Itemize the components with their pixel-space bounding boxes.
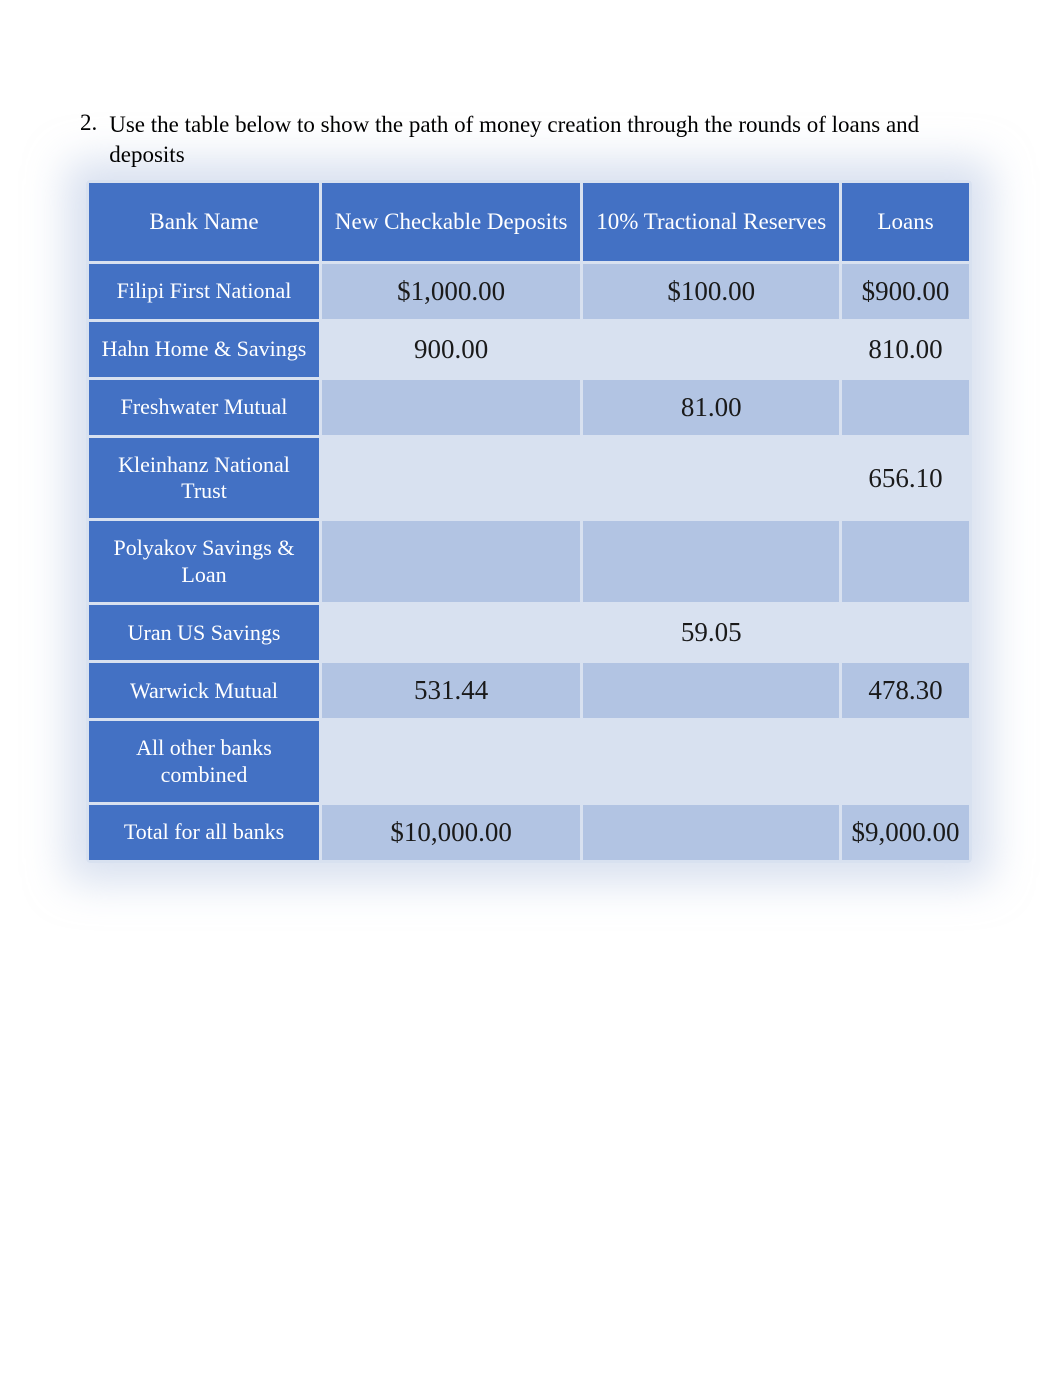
cell-deposits (322, 521, 580, 602)
table-row: Kleinhanz National Trust 656.10 (89, 438, 969, 519)
cell-reserves (583, 322, 839, 377)
table-row: Warwick Mutual 531.44 478.30 (89, 663, 969, 718)
cell-bank-name: Filipi First National (89, 264, 319, 319)
cell-reserves (583, 521, 839, 602)
cell-deposits: 900.00 (322, 322, 580, 377)
table-row: Polyakov Savings & Loan (89, 521, 969, 602)
cell-loans (842, 721, 969, 802)
cell-bank-name: Total for all banks (89, 805, 319, 860)
cell-reserves: 81.00 (583, 380, 839, 435)
cell-deposits: 531.44 (322, 663, 580, 718)
cell-reserves (583, 663, 839, 718)
cell-bank-name: Freshwater Mutual (89, 380, 319, 435)
cell-loans (842, 605, 969, 660)
table-row: Freshwater Mutual 81.00 (89, 380, 969, 435)
money-creation-table: Bank Name New Checkable Deposits 10% Tra… (86, 180, 972, 863)
cell-loans (842, 380, 969, 435)
col-deposits: New Checkable Deposits (322, 183, 580, 261)
table-row: All other banks combined (89, 721, 969, 802)
col-bank-name: Bank Name (89, 183, 319, 261)
cell-loans: $900.00 (842, 264, 969, 319)
cell-bank-name: Warwick Mutual (89, 663, 319, 718)
cell-reserves (583, 805, 839, 860)
table-row: Uran US Savings 59.05 (89, 605, 969, 660)
cell-deposits: $1,000.00 (322, 264, 580, 319)
cell-reserves: 59.05 (583, 605, 839, 660)
cell-reserves (583, 721, 839, 802)
question-wrapper: 2. Use the table below to show the path … (80, 110, 982, 170)
cell-reserves: $100.00 (583, 264, 839, 319)
cell-deposits: $10,000.00 (322, 805, 580, 860)
cell-bank-name: Hahn Home & Savings (89, 322, 319, 377)
cell-deposits (322, 605, 580, 660)
cell-loans: 810.00 (842, 322, 969, 377)
question-number: 2. (80, 110, 97, 136)
table-row: Hahn Home & Savings 900.00 810.00 (89, 322, 969, 377)
cell-loans: $9,000.00 (842, 805, 969, 860)
money-creation-table-container: Bank Name New Checkable Deposits 10% Tra… (86, 180, 972, 863)
cell-bank-name: All other banks combined (89, 721, 319, 802)
cell-deposits (322, 721, 580, 802)
cell-loans (842, 521, 969, 602)
cell-bank-name: Uran US Savings (89, 605, 319, 660)
cell-bank-name: Polyakov Savings & Loan (89, 521, 319, 602)
table-row: Total for all banks $10,000.00 $9,000.00 (89, 805, 969, 860)
cell-deposits (322, 438, 580, 519)
table-row: Filipi First National $1,000.00 $100.00 … (89, 264, 969, 319)
col-reserves: 10% Tractional Reserves (583, 183, 839, 261)
cell-loans: 656.10 (842, 438, 969, 519)
col-loans: Loans (842, 183, 969, 261)
question-text: Use the table below to show the path of … (109, 110, 982, 170)
table-header-row: Bank Name New Checkable Deposits 10% Tra… (89, 183, 969, 261)
cell-bank-name: Kleinhanz National Trust (89, 438, 319, 519)
cell-reserves (583, 438, 839, 519)
cell-deposits (322, 380, 580, 435)
cell-loans: 478.30 (842, 663, 969, 718)
